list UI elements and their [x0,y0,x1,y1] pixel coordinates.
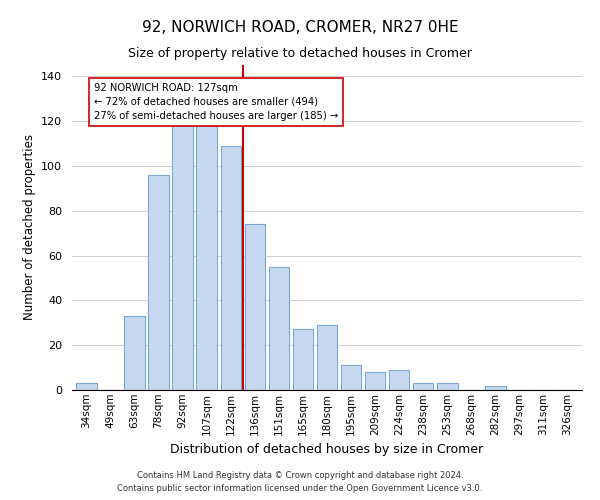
Y-axis label: Number of detached properties: Number of detached properties [23,134,35,320]
Bar [389,370,409,390]
Bar [221,146,241,390]
Text: 92, NORWICH ROAD, CROMER, NR27 0HE: 92, NORWICH ROAD, CROMER, NR27 0HE [142,20,458,35]
Text: Contains HM Land Registry data © Crown copyright and database right 2024.: Contains HM Land Registry data © Crown c… [137,470,463,480]
Bar [172,94,193,390]
Bar [365,372,385,390]
Bar [437,384,458,390]
Text: Contains public sector information licensed under the Open Government Licence v3: Contains public sector information licen… [118,484,482,493]
Bar [269,266,289,390]
Text: 92 NORWICH ROAD: 127sqm
← 72% of detached houses are smaller (494)
27% of semi-d: 92 NORWICH ROAD: 127sqm ← 72% of detache… [94,83,338,121]
Text: Size of property relative to detached houses in Cromer: Size of property relative to detached ho… [128,48,472,60]
Bar [317,325,337,390]
Bar [245,224,265,390]
Bar [124,316,145,390]
Bar [341,366,361,390]
Bar [148,175,169,390]
Bar [485,386,506,390]
Bar [413,384,433,390]
Bar [293,330,313,390]
Bar [76,384,97,390]
X-axis label: Distribution of detached houses by size in Cromer: Distribution of detached houses by size … [170,443,484,456]
Bar [196,94,217,390]
